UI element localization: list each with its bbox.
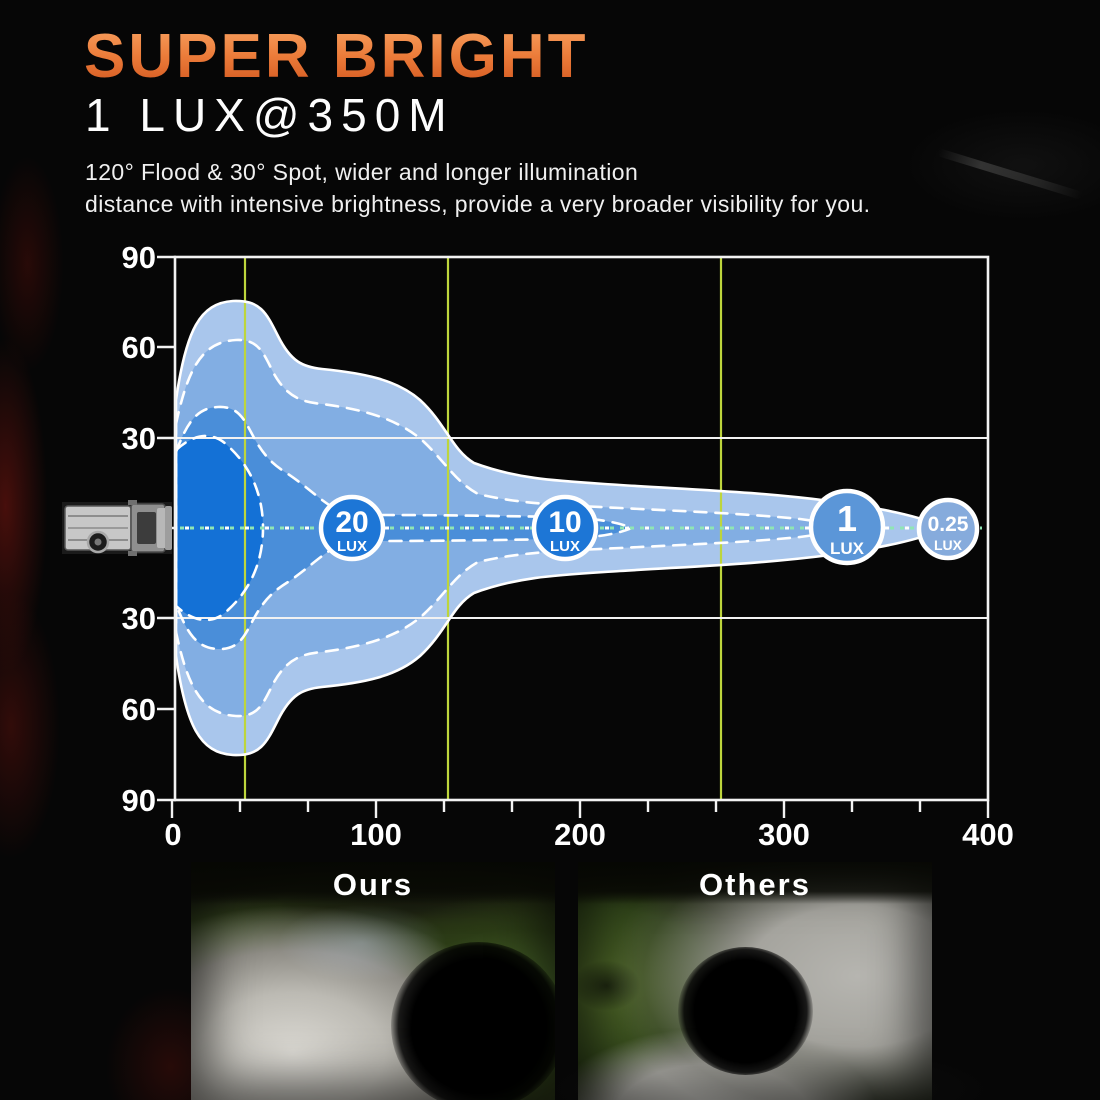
page-subtitle: 1 LUX@350M — [85, 89, 455, 141]
comparison-photo-ours: Ours — [191, 862, 555, 1100]
x-axis-ticks — [170, 800, 990, 818]
y-label-30-bottom: 30 — [122, 601, 156, 636]
y-axis-labels: 90 60 30 0 30 60 90 — [122, 240, 156, 818]
description-line-2: distance with intensive brightness, prov… — [85, 191, 871, 217]
page-title: SUPER BRIGHT — [84, 22, 589, 91]
lux-10-value: 10 — [548, 506, 581, 539]
y-label-30-top: 30 — [122, 421, 156, 456]
lux-marker-025: 0.25 LUX — [916, 497, 980, 561]
x-label-200: 200 — [554, 817, 606, 852]
x-label-400: 400 — [962, 817, 1014, 852]
lux-1-value: 1 — [837, 498, 857, 539]
others-label: Others — [699, 867, 811, 902]
ours-label: Ours — [332, 867, 414, 902]
description-text: 120° Flood & 30° Spot, wider and longer … — [85, 156, 870, 220]
lux-025-unit: LUX — [934, 537, 963, 553]
description-line-1: 120° Flood & 30° Spot, wider and longer … — [85, 159, 639, 185]
camera-silhouette-blob — [678, 947, 813, 1075]
lux-20-unit: LUX — [337, 538, 367, 555]
photo-label-band — [191, 862, 555, 904]
photo-label-band — [578, 862, 932, 904]
x-label-0: 0 — [164, 817, 181, 852]
lux-1-unit: LUX — [830, 539, 865, 558]
comparison-photo-others: Others — [578, 862, 932, 1100]
lux-025-value: 0.25 — [928, 513, 969, 536]
x-label-300: 300 — [758, 817, 810, 852]
truck-top-view-icon — [62, 500, 172, 556]
camera-silhouette-blob — [391, 942, 555, 1100]
y-label-90-top: 90 — [122, 240, 156, 275]
lux-marker-10: 10 LUX — [531, 494, 599, 562]
lux-marker-1: 1 LUX — [808, 488, 886, 566]
lux-marker-20: 20 LUX — [318, 494, 386, 562]
x-axis-labels: 0 100 200 300 400 — [164, 817, 1013, 852]
y-label-90-bottom: 90 — [122, 783, 156, 818]
x-label-100: 100 — [350, 817, 402, 852]
y-label-60-bottom: 60 — [122, 692, 156, 727]
lux-20-value: 20 — [335, 506, 368, 539]
y-label-60-top: 60 — [122, 330, 156, 365]
lux-10-unit: LUX — [550, 538, 580, 555]
